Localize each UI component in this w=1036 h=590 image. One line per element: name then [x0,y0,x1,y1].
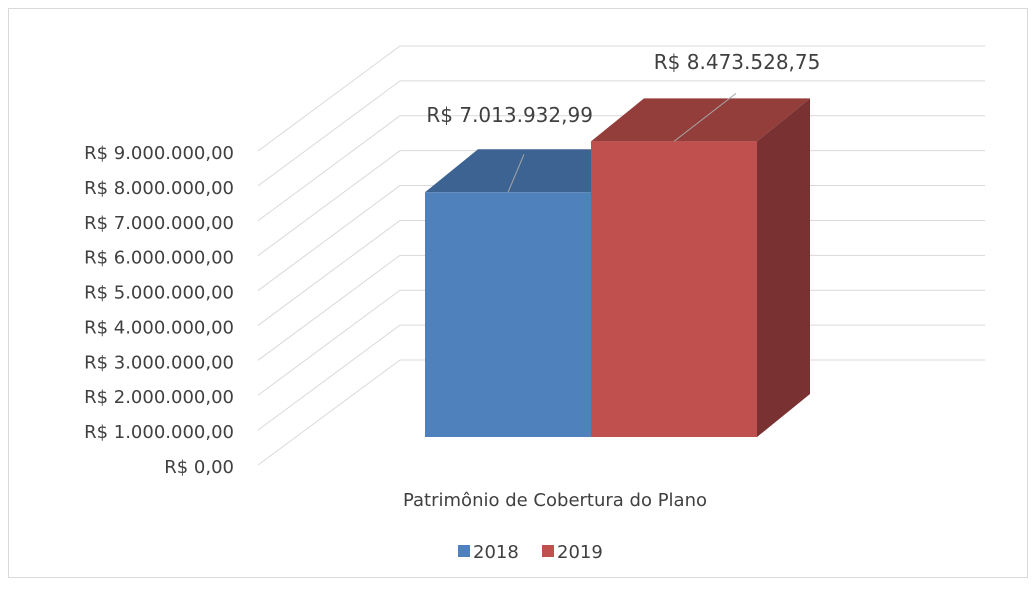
grid-line [257,80,985,187]
legend-swatch [542,545,554,557]
data-label: R$ 8.473.528,75 [654,50,821,74]
y-tick-label: R$ 6.000.000,00 [84,248,234,269]
bar-top [591,98,810,142]
y-tick-label: R$ 8.000.000,00 [84,178,234,199]
bar-side [757,98,810,438]
y-tick-label: R$ 5.000.000,00 [84,283,234,304]
y-tick-label: R$ 9.000.000,00 [84,143,234,164]
bar [591,141,757,438]
grid-line [257,45,985,152]
y-tick-label: R$ 2.000.000,00 [84,387,234,408]
y-tick-label: R$ 0,00 [164,457,234,478]
bar [425,192,591,437]
leader-line [507,154,525,193]
y-tick-label: R$ 4.000.000,00 [84,317,234,338]
legend-label: 2018 [473,542,519,563]
y-tick-label: R$ 3.000.000,00 [84,352,234,373]
bar-top [425,149,644,193]
legend-swatch [458,545,470,557]
legend-label: 2019 [557,542,603,563]
y-tick-label: R$ 1.000.000,00 [84,422,234,443]
data-label: R$ 7.013.932,99 [426,103,593,127]
leader-line [673,92,737,142]
x-tick-label: Patrimônio de Cobertura do Plano [403,490,707,511]
y-tick-label: R$ 7.000.000,00 [84,213,234,234]
